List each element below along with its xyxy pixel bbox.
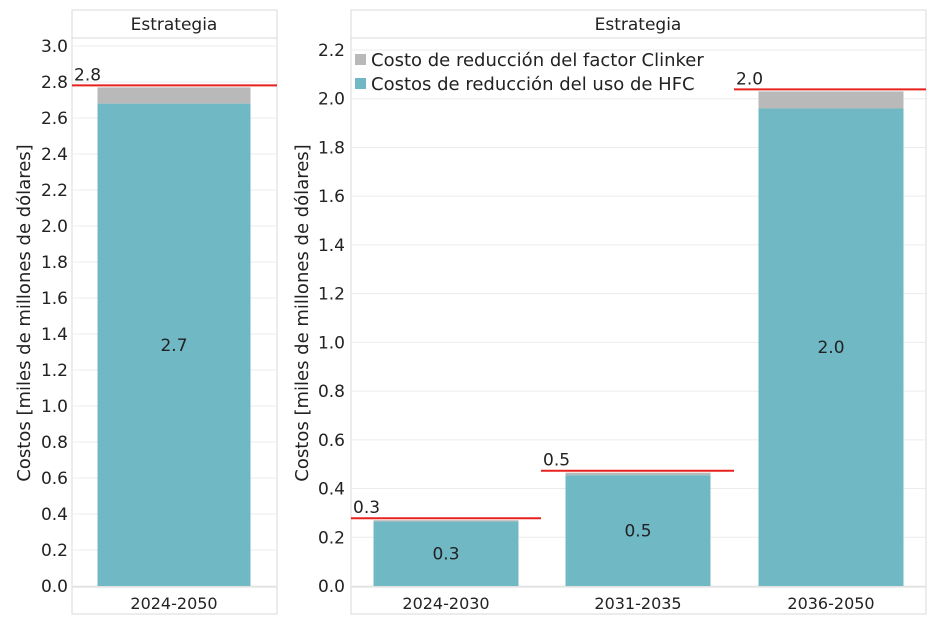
bar-hfc (758, 108, 904, 587)
right-panel-frame (350, 9, 927, 615)
legend-label-clinker: Costo de reducción del factor Clinker (371, 50, 704, 71)
total-label: 0.3 (353, 498, 380, 518)
x-tick-label: 2024-2030 (402, 594, 489, 613)
right-bars: 0.3 0.3 0.5 0.5 2.0 2.0 (351, 69, 926, 587)
left-y-tick-labels: 0.0 0.2 0.4 0.6 0.8 1.0 1.2 1.4 1.6 1.8 2.0 2.2 2.4 2… (41, 37, 68, 597)
bar-hfc (373, 521, 519, 586)
total-label: 2.8 (74, 65, 101, 85)
y-tick-label: 2.0 (41, 217, 68, 237)
bar-clinker (97, 87, 251, 104)
bar-value-label: 0.5 (624, 522, 651, 542)
right-panel-header: Estrategia (595, 15, 682, 35)
bar-hfc (565, 475, 711, 586)
bar-clinker (758, 91, 904, 109)
left-panel-frame (71, 9, 278, 615)
right-panel: Estrategia Costos [miles de millones de … (292, 9, 927, 615)
y-tick-label: 1.0 (41, 397, 68, 417)
y-tick-label: 1.6 (41, 289, 68, 309)
y-tick-label: 1.0 (318, 333, 345, 353)
y-tick-label: 3.0 (41, 37, 68, 57)
legend-swatch-clinker (355, 54, 366, 65)
left-y-axis-title: Costos [miles de millones de dólares] (14, 144, 35, 481)
y-tick-label: 1.6 (318, 187, 345, 207)
right-y-axis-title: Costos [miles de millones de dólares] (292, 144, 313, 481)
y-tick-label: 2.4 (41, 145, 68, 165)
legend-swatch-hfc (355, 78, 366, 89)
y-tick-label: 1.8 (318, 138, 345, 158)
y-tick-label: 0.4 (318, 480, 345, 500)
y-tick-label: 1.4 (41, 325, 68, 345)
y-tick-label: 0.2 (318, 528, 345, 548)
bar-value-label: 2.0 (817, 338, 844, 358)
y-tick-label: 2.0 (318, 90, 345, 110)
left-panel-header: Estrategia (131, 15, 218, 35)
x-tick-label: 2031-2035 (594, 594, 681, 613)
y-tick-label: 1.2 (318, 285, 345, 305)
bar-clinker (373, 520, 519, 522)
left-panel: Estrategia Costos [miles de millones de … (14, 9, 278, 615)
y-tick-label: 0.0 (41, 577, 68, 597)
y-tick-label: 2.2 (318, 41, 345, 61)
right-x-tick-labels: 2024-2030 2031-2035 2036-2050 (402, 594, 874, 613)
x-tick-label: 2036-2050 (787, 594, 874, 613)
x-tick-label: 2024-2050 (130, 594, 217, 613)
bar-hfc (97, 103, 251, 586)
y-tick-label: 2.8 (41, 73, 68, 93)
y-tick-label: 2.6 (41, 109, 68, 129)
y-tick-label: 0.2 (41, 541, 68, 561)
y-tick-label: 0.4 (41, 505, 68, 525)
y-tick-label: 1.4 (318, 236, 345, 256)
y-tick-label: 0.8 (41, 433, 68, 453)
y-tick-label: 2.2 (41, 181, 68, 201)
y-tick-label: 1.8 (41, 253, 68, 273)
right-y-tick-labels: 0.0 0.2 0.4 0.6 0.8 1.0 1.2 1.4 1.6 1.8 2.0 2.2 (318, 41, 345, 597)
legend: Costo de reducción del factor Clinker Co… (355, 50, 704, 95)
bar-value-label: 2.7 (160, 336, 187, 356)
bar-clinker (565, 472, 711, 476)
total-label: 0.5 (543, 451, 570, 471)
left-x-tick-labels: 2024-2050 (130, 594, 217, 613)
y-tick-label: 0.8 (318, 382, 345, 402)
y-tick-label: 1.2 (41, 361, 68, 381)
y-tick-label: 0.6 (41, 469, 68, 489)
legend-label-hfc: Costos de reducción del uso de HFC (371, 74, 695, 95)
y-tick-label: 0.6 (318, 431, 345, 451)
bar-value-label: 0.3 (432, 545, 459, 565)
total-label: 2.0 (736, 69, 763, 89)
y-tick-label: 0.0 (318, 577, 345, 597)
left-bars: 2.7 2.8 (72, 65, 277, 586)
